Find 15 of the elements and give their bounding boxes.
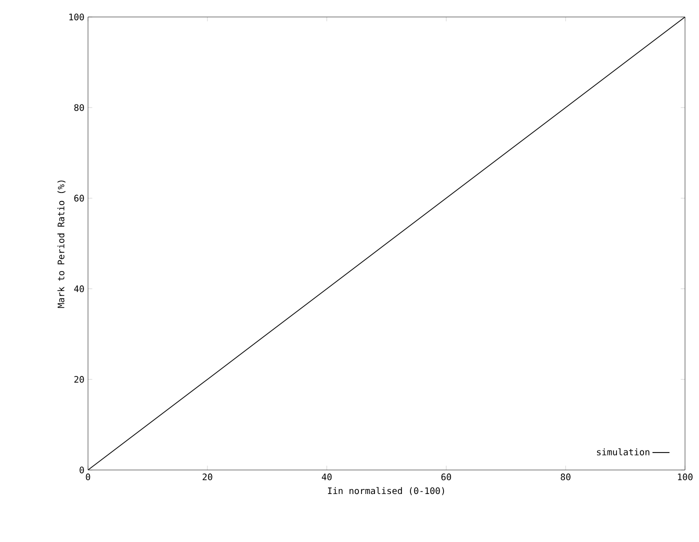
x-tick-label: 60 <box>441 474 452 480</box>
y-axis-title: Mark to Period Ratio (%) <box>57 180 66 308</box>
y-tick-label: 100 <box>69 14 84 20</box>
x-tick-label: 80 <box>560 474 570 480</box>
x-tick-label: 40 <box>322 474 332 480</box>
y-tick-label: 80 <box>74 104 84 111</box>
x-tick-label: 100 <box>678 474 693 480</box>
y-tick-label: 0 <box>80 466 84 474</box>
legend-label: simulation <box>597 448 650 456</box>
x-tick-label: 20 <box>202 474 212 480</box>
y-tick-label: 20 <box>74 376 84 383</box>
y-tick-label: 40 <box>74 285 84 292</box>
y-tick-label: 60 <box>74 194 84 202</box>
x-tick-label: 0 <box>86 474 90 480</box>
x-axis-title: Iin normalised (0-100) <box>328 487 444 496</box>
